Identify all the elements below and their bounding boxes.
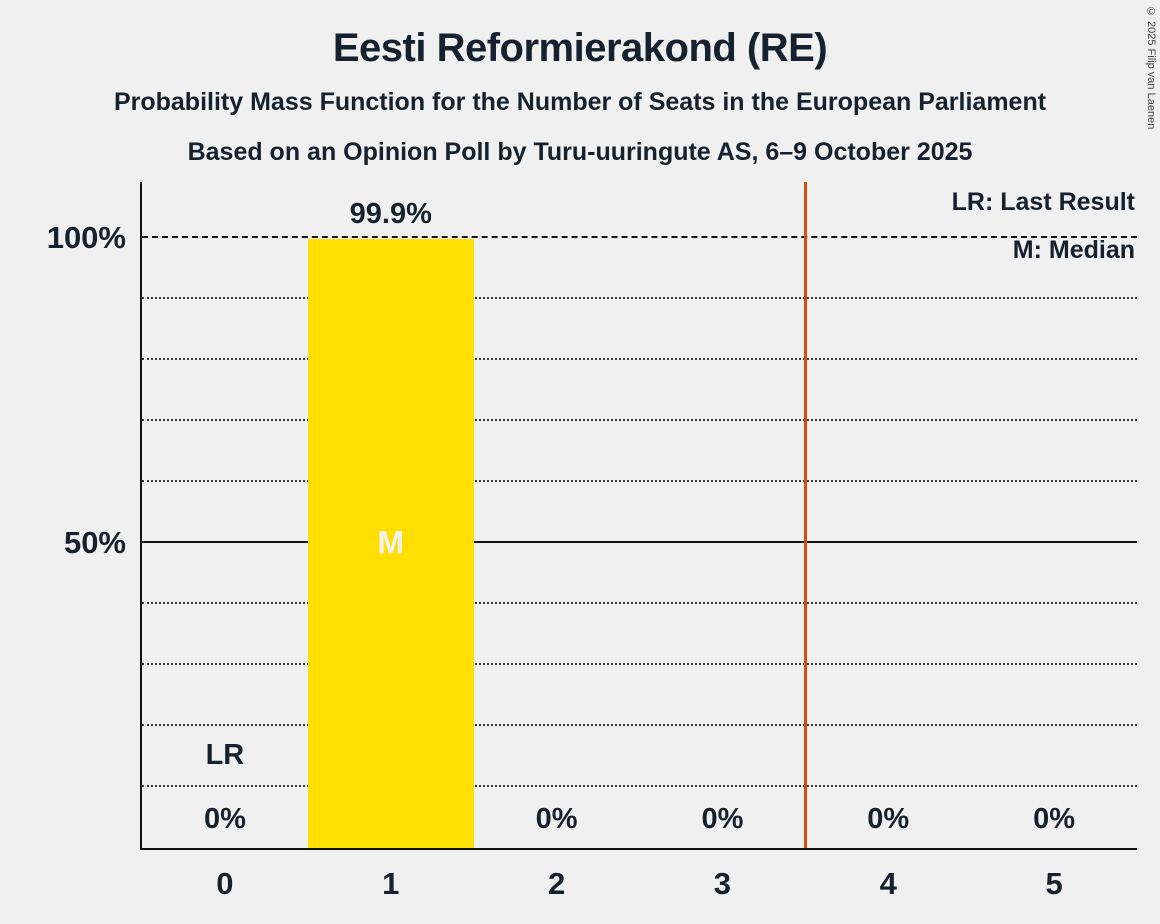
plot-area: 100% 50% 0% 0 99.9% 1 0% 2 0% 3 0% 4 0% 5 LR M [47, 182, 1137, 901]
bar-seats-1 [307, 238, 474, 848]
x-axis-tick-label-2: 2 [547, 866, 566, 901]
y-axis-tick-label: 50% [63, 525, 126, 560]
gridline-10pct [142, 785, 1137, 787]
x-axis-tick-label-4: 4 [879, 866, 897, 901]
gridline-30pct [142, 663, 1137, 665]
gridline-60pct [142, 480, 1137, 482]
gridline-50pct [142, 541, 1137, 543]
value-label-seats-3: 0% [701, 803, 744, 835]
x-axis-tick-label-3: 3 [713, 866, 732, 901]
value-label-seats-1: 99.9% [349, 197, 432, 230]
x-axis-tick-label-0: 0 [216, 866, 234, 901]
gridline-40pct [142, 602, 1137, 604]
value-label-seats-5: 0% [1033, 803, 1076, 835]
gridline-20pct [142, 724, 1137, 726]
gridline-70pct [142, 419, 1137, 421]
gridline-90pct [142, 297, 1137, 299]
legend-median: M: Median [1012, 236, 1135, 264]
chart-subtitle-line2: Based on an Opinion Poll by Turu-uuringu… [187, 138, 973, 166]
y-axis-tick-label: 100% [46, 220, 126, 255]
value-label-seats-2: 0% [535, 803, 578, 835]
chart-title: Eesti Reformierakond (RE) [332, 26, 828, 70]
majority-threshold-line [803, 182, 807, 848]
median-marker: M [377, 524, 405, 561]
legend-last-result: LR: Last Result [951, 188, 1135, 216]
gridline-100pct [142, 236, 1137, 238]
last-result-marker: LR [205, 739, 245, 771]
chart-subtitle-line1: Probability Mass Function for the Number… [113, 88, 1047, 116]
value-label-seats-0: 0% [203, 803, 246, 835]
x-axis-tick-label-5: 5 [1045, 866, 1063, 901]
copyright-notice: © 2025 Filip van Laenen [1145, 6, 1157, 130]
x-axis-tick-label-1: 1 [382, 866, 400, 901]
gridline-80pct [142, 358, 1137, 360]
value-label-seats-4: 0% [867, 803, 910, 835]
